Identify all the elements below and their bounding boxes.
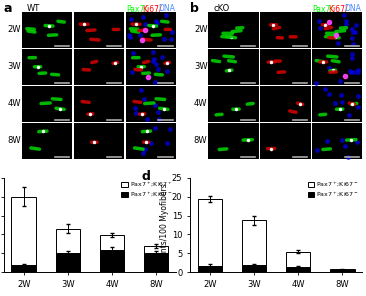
Bar bbox=[242, 265, 266, 272]
Y-axis label: Counts/100 Myofibers: Counts/100 Myofibers bbox=[160, 183, 169, 267]
Bar bbox=[100, 235, 124, 272]
Text: 2W: 2W bbox=[8, 25, 21, 34]
Text: cKO: cKO bbox=[213, 4, 229, 13]
Bar bbox=[198, 199, 222, 272]
Text: 8W: 8W bbox=[194, 136, 208, 145]
Bar bbox=[286, 252, 310, 272]
Text: 8W: 8W bbox=[8, 136, 21, 145]
Legend: Pax7$^+$;Ki67$^-$, Pax7$^+$;Ki67$^-$: Pax7$^+$;Ki67$^-$, Pax7$^+$;Ki67$^-$ bbox=[307, 181, 359, 199]
Text: Pax7/: Pax7/ bbox=[312, 4, 333, 13]
Text: Ki67/: Ki67/ bbox=[142, 4, 161, 13]
Text: 4W: 4W bbox=[8, 99, 21, 108]
Bar bbox=[286, 267, 310, 272]
Bar bbox=[144, 246, 168, 272]
Text: DNA: DNA bbox=[344, 4, 361, 13]
Text: b: b bbox=[190, 2, 199, 15]
Bar bbox=[56, 229, 80, 272]
Text: Pax7/: Pax7/ bbox=[126, 4, 147, 13]
Text: Ki67/: Ki67/ bbox=[328, 4, 348, 13]
Legend: Pax7$^+$;Ki67$^+$, Pax7$^+$;Ki67$^-$: Pax7$^+$;Ki67$^+$, Pax7$^+$;Ki67$^-$ bbox=[122, 181, 173, 199]
Bar bbox=[330, 270, 355, 272]
Bar bbox=[330, 269, 355, 272]
Text: 4W: 4W bbox=[194, 99, 208, 108]
Text: a: a bbox=[4, 2, 12, 15]
Text: 3W: 3W bbox=[194, 62, 208, 71]
Bar bbox=[11, 197, 36, 272]
Bar bbox=[100, 250, 124, 272]
Text: DNA: DNA bbox=[158, 4, 175, 13]
Text: WT: WT bbox=[27, 4, 40, 13]
Text: 3W: 3W bbox=[8, 62, 21, 71]
Bar bbox=[242, 220, 266, 272]
Text: d: d bbox=[142, 170, 150, 183]
Bar bbox=[144, 253, 168, 272]
Text: 2W: 2W bbox=[194, 25, 208, 34]
Bar bbox=[11, 265, 36, 272]
Bar bbox=[56, 253, 80, 272]
Bar bbox=[198, 266, 222, 272]
